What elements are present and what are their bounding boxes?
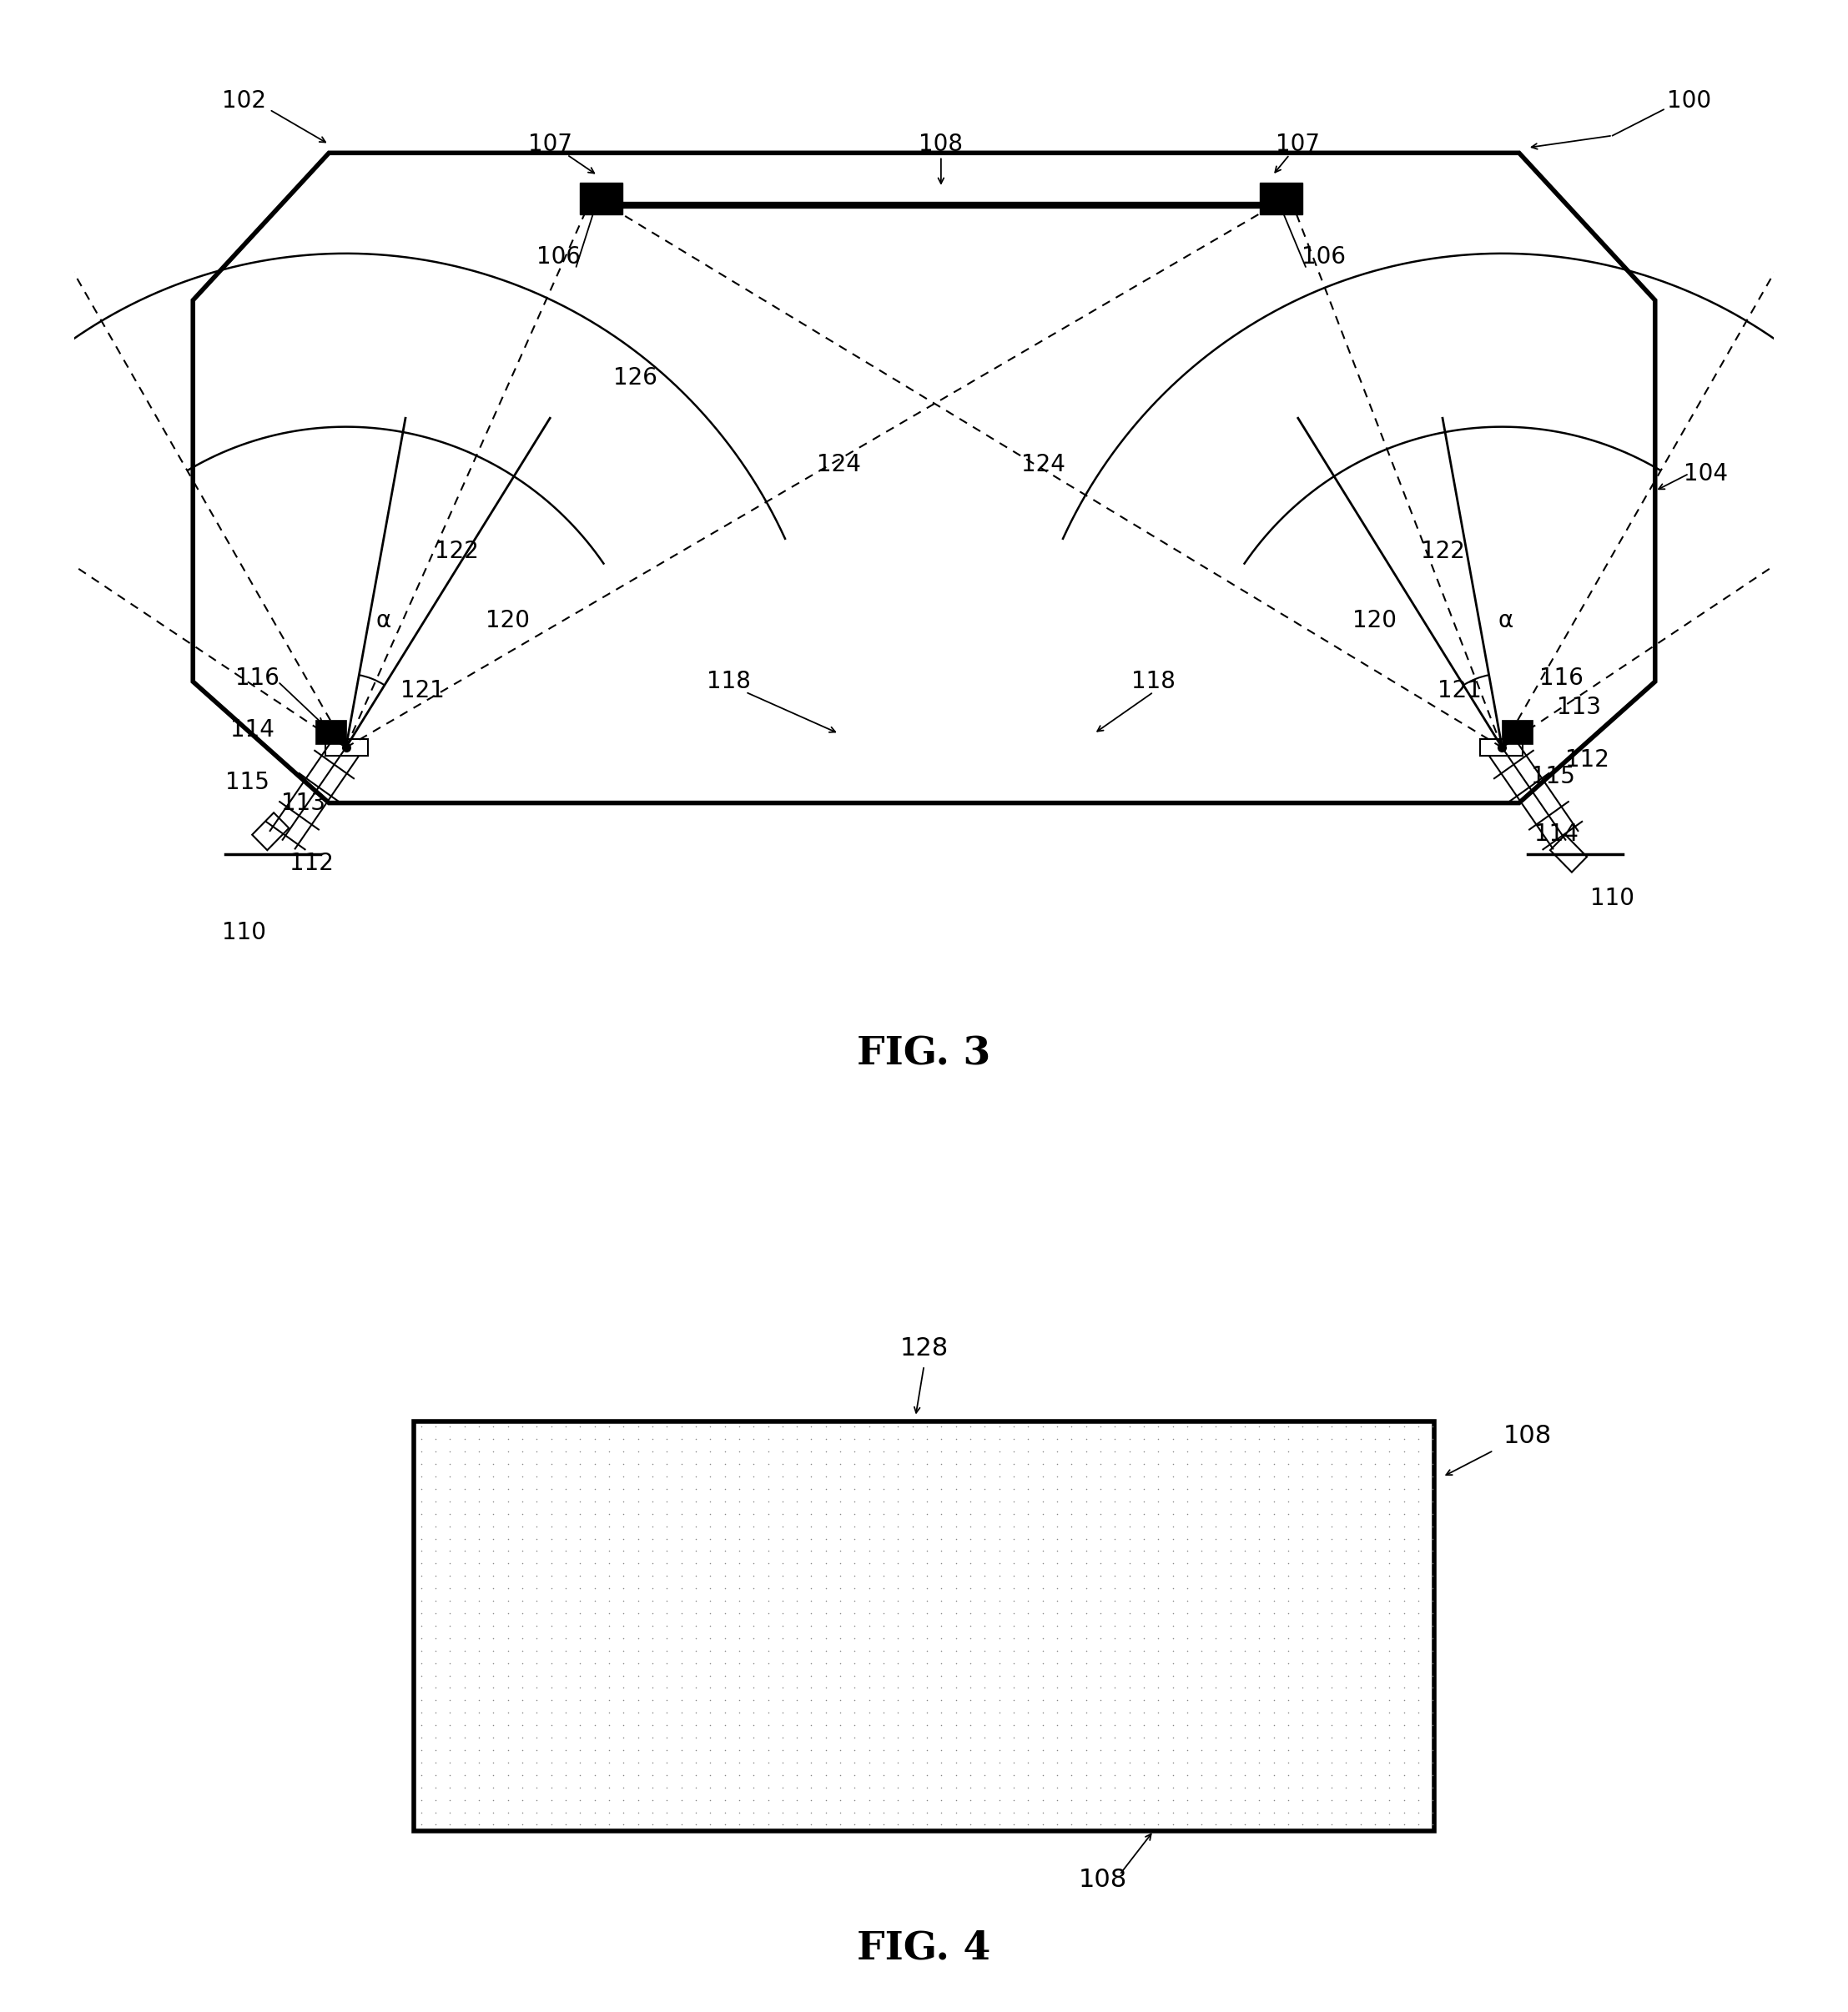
Text: 124: 124 [1020,453,1064,477]
Text: FIG. 4: FIG. 4 [857,1930,991,1968]
Text: 122: 122 [1421,539,1465,563]
Text: 120: 120 [486,610,530,632]
Text: 122: 122 [434,539,479,563]
Text: 102: 102 [222,89,266,113]
Text: 121: 121 [401,678,445,702]
Bar [316,720,346,744]
Text: 128: 128 [900,1336,948,1360]
Text: 107: 107 [1275,133,1319,155]
Bar [1502,720,1532,744]
Text: 115: 115 [1530,765,1574,789]
Bar [414,1420,1434,1831]
Text: FIG. 3: FIG. 3 [857,1034,991,1074]
Text: 116: 116 [235,666,279,690]
Text: 120: 120 [1353,610,1397,632]
Text: 112: 112 [290,851,334,875]
Text: 110: 110 [1591,887,1635,909]
Text: α: α [1499,610,1514,632]
Text: 108: 108 [1502,1424,1552,1449]
Bar [1260,183,1303,213]
Text: 108: 108 [1077,1867,1127,1891]
Text: 106: 106 [1301,245,1345,268]
Text: 112: 112 [1565,748,1610,771]
Text: 114: 114 [231,718,275,742]
Bar [251,813,288,851]
Text: 104: 104 [1684,463,1728,485]
Text: 113: 113 [281,791,325,815]
Text: 114: 114 [1534,823,1578,845]
Text: 124: 124 [817,453,861,477]
Text: 118: 118 [1131,670,1175,694]
Text: 106: 106 [536,245,580,268]
Bar [1480,738,1523,757]
Bar [325,738,368,757]
Text: 107: 107 [529,133,573,155]
Bar [580,183,623,213]
Text: 110: 110 [222,921,266,944]
Text: 121: 121 [1438,678,1482,702]
Text: 108: 108 [918,133,963,155]
Text: 118: 118 [706,670,750,694]
Text: 113: 113 [1556,696,1600,718]
Text: 115: 115 [225,771,270,795]
Text: 116: 116 [1539,666,1584,690]
Text: 100: 100 [1667,89,1711,113]
Text: 126: 126 [614,366,658,390]
Text: α: α [375,610,392,632]
Bar [1550,835,1587,873]
